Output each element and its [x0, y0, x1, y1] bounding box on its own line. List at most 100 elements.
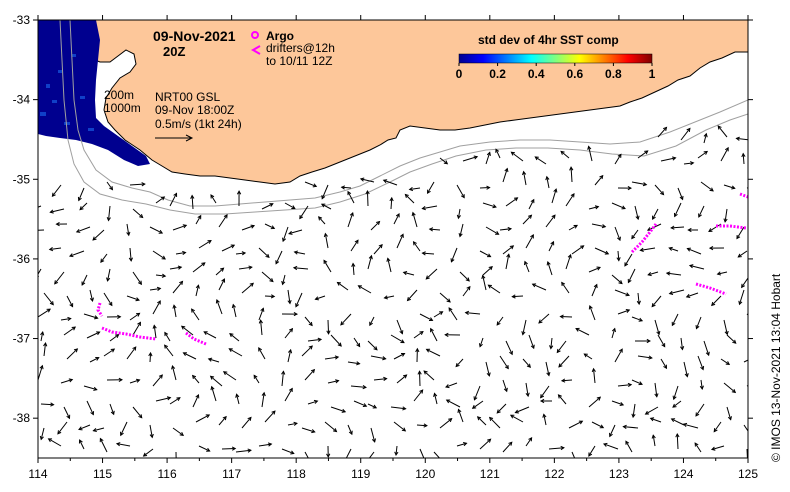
current-arrow	[126, 223, 130, 236]
current-arrow-head	[624, 262, 629, 267]
current-arrow	[489, 417, 501, 429]
current-arrow-head	[336, 281, 341, 286]
current-arrow-head	[411, 211, 416, 217]
current-arrow	[445, 382, 458, 388]
current-arrow-head	[386, 257, 391, 262]
y-axis: -33 -34 -35 -36 -37 -38	[13, 13, 753, 425]
argo-label: Argo	[266, 29, 294, 43]
current-arrow-head	[293, 421, 298, 426]
current-arrow-head	[444, 332, 449, 337]
colorbar-tick-label: 0	[456, 67, 463, 81]
current-arrow	[422, 205, 438, 210]
current-arrow-head	[427, 189, 431, 195]
current-arrow	[625, 441, 633, 453]
current-arrow	[680, 128, 691, 141]
current-arrow-head	[604, 250, 610, 255]
current-arrow-head	[139, 214, 144, 219]
current-arrow-head	[401, 352, 406, 357]
current-arrow-head	[495, 231, 500, 235]
current-arrow-head	[160, 196, 166, 201]
current-arrow-head	[250, 224, 256, 229]
x-tick-label: 124	[673, 467, 693, 481]
current-arrow-head	[725, 361, 731, 366]
current-arrow	[575, 328, 590, 336]
current-arrow-head	[50, 402, 55, 407]
current-arrow	[384, 295, 395, 299]
x-tick-label: 120	[415, 467, 435, 481]
current-arrow	[485, 361, 490, 377]
current-arrow	[164, 344, 174, 357]
current-arrow	[198, 445, 210, 452]
current-arrow	[373, 378, 387, 381]
current-arrow-head	[314, 296, 319, 301]
current-arrow-head	[648, 355, 653, 360]
current-arrow-head	[601, 224, 607, 229]
current-arrow-head	[49, 209, 54, 214]
current-arrow-head	[423, 423, 428, 428]
current-arrow	[108, 205, 111, 221]
current-arrow	[683, 162, 694, 165]
current-arrow	[173, 305, 177, 318]
current-arrow-head	[138, 280, 142, 286]
current-arrow	[38, 365, 43, 381]
current-arrow-head	[258, 319, 263, 324]
current-arrow-head	[428, 227, 434, 232]
current-arrow	[711, 445, 725, 450]
current-arrow	[198, 240, 212, 249]
current-arrow-head	[647, 272, 652, 277]
current-arrow-head	[503, 387, 508, 393]
current-arrow	[568, 224, 578, 231]
current-arrow-head	[695, 325, 700, 330]
current-arrow-head	[299, 215, 304, 220]
current-arrow	[100, 253, 108, 263]
current-arrow	[456, 442, 467, 447]
current-arrow-head	[699, 385, 704, 391]
current-arrow-head	[672, 395, 677, 401]
current-arrow-head	[687, 227, 692, 233]
current-arrow	[666, 272, 682, 276]
current-arrow	[502, 245, 514, 255]
current-arrow-head	[448, 418, 453, 423]
current-arrow	[473, 385, 481, 401]
current-arrow-head	[731, 388, 737, 394]
current-arrow	[195, 215, 202, 225]
current-arrow	[631, 181, 647, 186]
current-arrow-head	[569, 166, 574, 171]
current-arrow-head	[460, 194, 465, 199]
current-arrow-head	[727, 416, 732, 421]
current-arrow-head	[321, 195, 326, 200]
current-arrow-head	[135, 378, 141, 383]
current-arrow	[261, 203, 274, 210]
current-arrow-head	[486, 151, 491, 156]
current-arrow	[637, 292, 640, 305]
current-arrow-head	[705, 351, 710, 357]
current-arrow-head	[673, 212, 678, 218]
current-arrow	[109, 334, 119, 342]
current-arrow-head	[550, 240, 555, 246]
current-arrow-head	[754, 355, 757, 358]
current-arrow-head	[341, 408, 347, 413]
current-arrow	[218, 416, 227, 426]
colorbar-tick-label: 0.4	[528, 67, 545, 81]
current-arrow	[720, 358, 730, 365]
current-arrow-head	[695, 412, 700, 417]
current-arrow-head	[602, 442, 608, 447]
current-arrow-head	[439, 311, 444, 316]
current-arrow	[697, 355, 704, 370]
current-arrow-head	[540, 394, 545, 399]
current-arrow	[152, 250, 166, 260]
current-arrow	[235, 449, 251, 453]
current-arrow-head	[94, 315, 99, 320]
current-arrow-head	[433, 392, 438, 397]
current-arrow	[40, 403, 54, 406]
current-arrow-head	[383, 376, 388, 382]
current-arrow-head	[698, 213, 702, 218]
current-arrow-head	[288, 230, 293, 235]
current-arrow	[430, 328, 438, 342]
current-arrow	[651, 295, 662, 307]
current-arrow-head	[270, 225, 276, 230]
current-arrow	[671, 418, 685, 426]
current-arrow	[657, 127, 667, 138]
current-arrow	[413, 241, 421, 252]
current-arrow	[318, 216, 326, 225]
